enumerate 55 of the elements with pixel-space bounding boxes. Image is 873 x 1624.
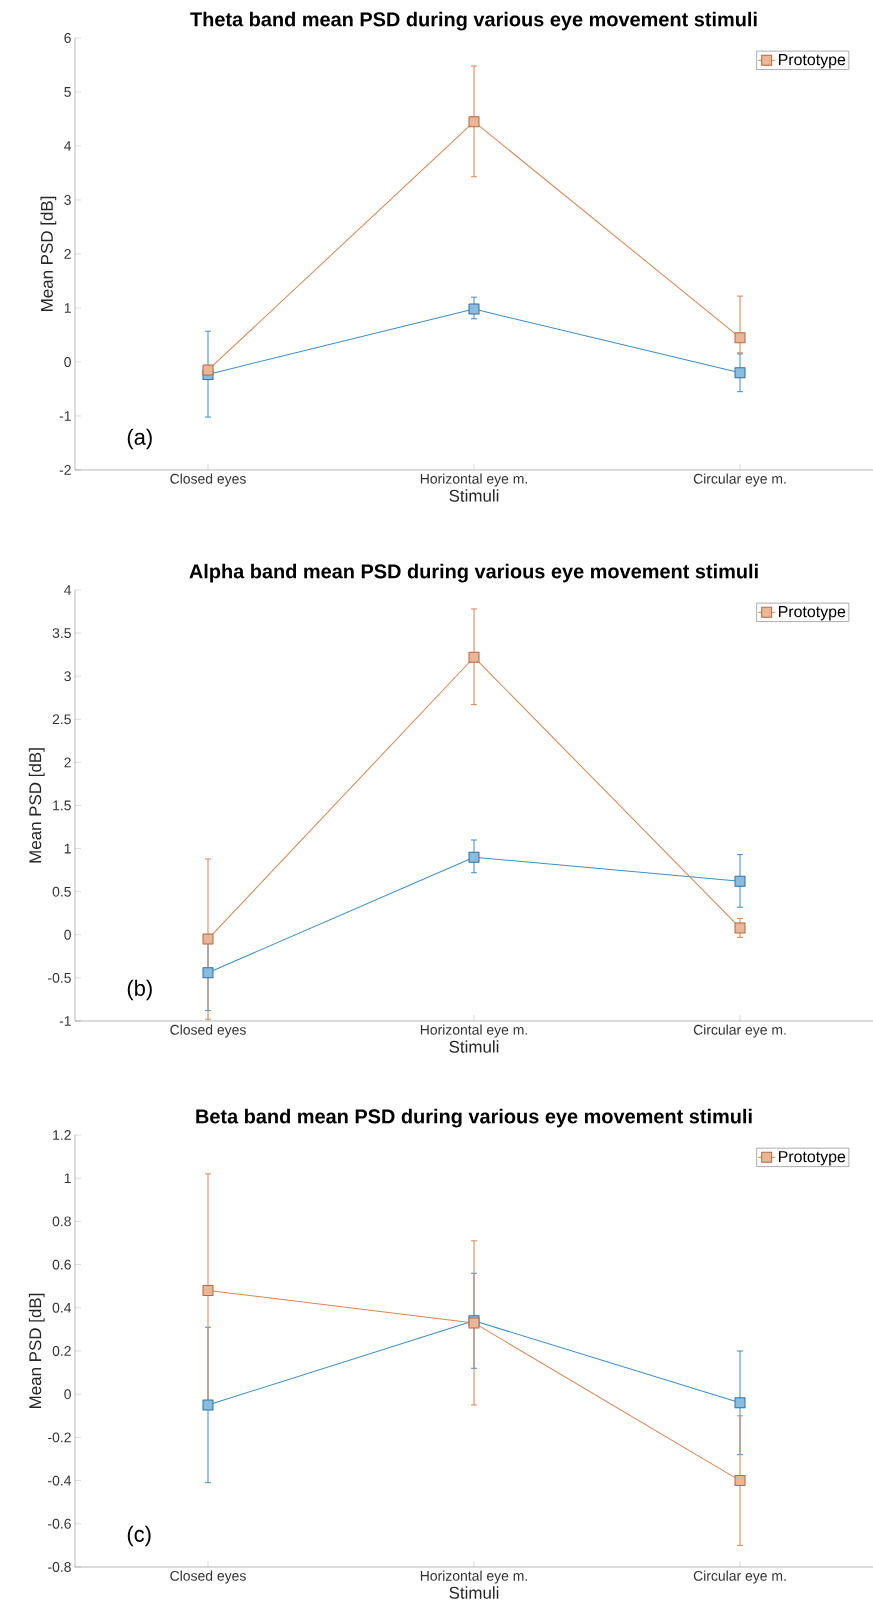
x-tick-label: Circular eye m. bbox=[693, 1570, 786, 1584]
y-tick-label: 4 bbox=[64, 585, 72, 595]
y-tick-label: -2 bbox=[59, 465, 71, 475]
y-tick-label: 1.2 bbox=[53, 1130, 71, 1140]
x-tick-label: Horizontal eye m. bbox=[420, 473, 527, 487]
chart-title: Alpha band mean PSD during various eye movement stimuli bbox=[189, 563, 758, 583]
y-tick-label: 0.8 bbox=[52, 1216, 71, 1227]
y-tick-label: 0 bbox=[64, 929, 71, 940]
y-tick-label: 3 bbox=[64, 195, 71, 205]
x-tick-label: Horizontal eye m. bbox=[420, 1570, 527, 1584]
y-tick-label: 2.5 bbox=[52, 714, 71, 725]
x-tick-label: Horizontal eye m. bbox=[420, 1024, 527, 1038]
x-tick-label: Circular eye m. bbox=[693, 473, 786, 487]
y-tick-label: 1 bbox=[64, 1173, 71, 1183]
y-tick-label: 2 bbox=[64, 757, 71, 768]
annotation: (a) bbox=[127, 428, 152, 450]
y-tick-label: 3 bbox=[64, 671, 71, 682]
y-tick-label: -0.4 bbox=[48, 1475, 72, 1486]
y-tick-label: -0.5 bbox=[48, 972, 71, 983]
y-tick-label: -1 bbox=[59, 1016, 71, 1026]
y-tick-label: 6 bbox=[64, 33, 71, 43]
y-tick-label: 0.5 bbox=[52, 886, 71, 897]
y-tick-label: -1 bbox=[59, 411, 71, 421]
x-tick-label: Circular eye m. bbox=[693, 1024, 786, 1038]
legend-label: Prototype bbox=[778, 606, 846, 621]
y-tick-label: -0.8 bbox=[48, 1562, 71, 1572]
y-tick-label: 1 bbox=[64, 303, 71, 313]
y-tick-label: -0.6 bbox=[48, 1518, 71, 1529]
y-tick-label: 4 bbox=[64, 141, 72, 151]
y-tick-label: 2 bbox=[64, 249, 71, 259]
y-tick-label: 0 bbox=[64, 357, 71, 367]
chart-title: Beta band mean PSD during various eye movement stimuli bbox=[196, 1108, 752, 1128]
y-tick-label: 5 bbox=[64, 87, 71, 97]
y-tick-label: 0.6 bbox=[52, 1259, 71, 1270]
annotation: (c) bbox=[127, 1525, 151, 1547]
x-tick-label: Closed eyes bbox=[170, 1570, 246, 1584]
x-axis-title: Stimuli bbox=[449, 489, 499, 502]
y-axis-title: Mean PSD [dB] bbox=[28, 748, 45, 863]
y-tick-label: 0.2 bbox=[52, 1346, 71, 1356]
x-tick-label: Closed eyes bbox=[170, 1024, 246, 1038]
y-tick-label: 1 bbox=[64, 843, 71, 854]
annotation: (b) bbox=[127, 979, 152, 1001]
y-tick-label: 1.5 bbox=[53, 800, 71, 811]
y-axis-title: Mean PSD [dB] bbox=[40, 196, 57, 311]
x-axis-title: Stimuli bbox=[449, 1040, 499, 1053]
legend-label: Prototype bbox=[778, 1151, 846, 1166]
legend-label: Prototype bbox=[778, 54, 846, 69]
y-tick-label: 0 bbox=[64, 1389, 71, 1400]
x-axis-title: Stimuli bbox=[449, 1586, 499, 1599]
y-tick-label: 0.4 bbox=[52, 1302, 72, 1313]
y-tick-label: 3.5 bbox=[52, 628, 71, 639]
y-tick-label: -0.2 bbox=[48, 1432, 71, 1443]
x-tick-label: Closed eyes bbox=[170, 473, 246, 487]
y-axis-title: Mean PSD [dB] bbox=[28, 1293, 45, 1408]
chart-title: Theta band mean PSD during various eye movement stimuli bbox=[190, 11, 757, 31]
